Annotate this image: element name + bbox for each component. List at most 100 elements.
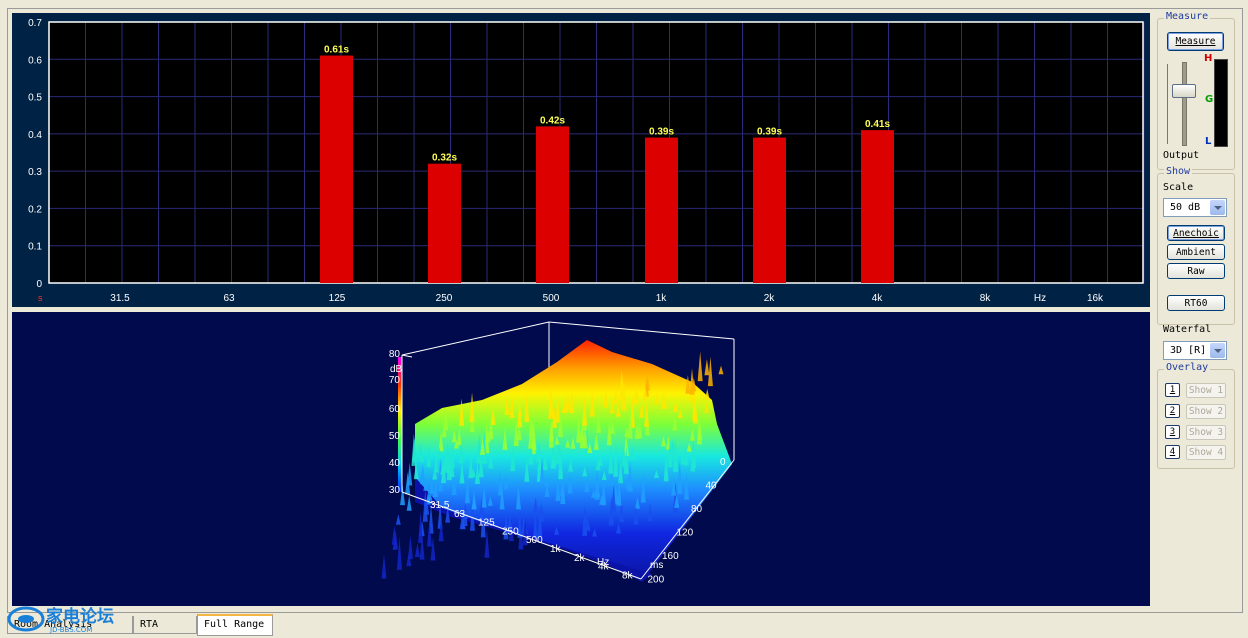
surface-spike — [419, 534, 425, 560]
surface-spike — [480, 503, 486, 538]
x-tick-label: 4k — [872, 293, 884, 304]
rt60-chart: 0 0.1 0.2 0.3 0.4 0.5 0.6 0.7 31.5 63 125 250 500 1k 2… — [28, 18, 1145, 304]
overlay-2-show-button[interactable]: Show 2 — [1186, 404, 1226, 419]
overlay-4-button[interactable]: 4 — [1165, 445, 1180, 459]
surface-spike — [515, 484, 521, 510]
surface-spike — [555, 434, 561, 464]
chevron-down-icon — [1210, 200, 1225, 215]
overlay-1-show-button[interactable]: Show 1 — [1186, 383, 1226, 398]
overlay-1-button[interactable]: 1 — [1165, 383, 1180, 397]
measure-group-title: Measure — [1164, 11, 1211, 22]
surface-spike — [537, 503, 543, 537]
surface-spike — [441, 424, 447, 438]
surface-spike — [633, 506, 639, 525]
level-g-label: G — [1205, 94, 1214, 105]
anechoic-button[interactable]: Anechoic — [1167, 225, 1225, 241]
tab-room-analysis[interactable]: Room Analysis — [7, 616, 133, 634]
surface-spike — [420, 464, 426, 485]
overlay-3-button[interactable]: 3 — [1165, 425, 1180, 439]
surface-spike — [596, 413, 602, 433]
measure-button[interactable]: Measure — [1167, 32, 1224, 51]
ambient-button[interactable]: Ambient — [1167, 244, 1225, 260]
scale-select[interactable]: 50 dB — [1163, 198, 1227, 217]
x-tick-label: 2k — [764, 293, 776, 304]
x-tick-label: 31.5 — [110, 293, 130, 304]
surface-spike — [627, 460, 633, 492]
x-tick-label: 16k — [1087, 293, 1104, 304]
y-tick-label: 0 — [36, 279, 42, 290]
surface-spike — [528, 425, 534, 449]
output-label: Output — [1163, 150, 1200, 161]
surface-spike — [443, 408, 449, 431]
surface-spike — [451, 429, 457, 443]
waterfall-panel: 80 70 60 50 40 30 dB 31.5 63 125 250 500 1k 2k 4k 8k Hz 0… — [12, 312, 1150, 606]
rt60-data-label: 0.32s — [432, 153, 457, 164]
surface-spike — [445, 506, 451, 523]
freq-tick-label: 4k — [598, 562, 610, 573]
surface-spike — [490, 407, 496, 426]
overlay-3-show-button[interactable]: Show 3 — [1186, 425, 1226, 440]
db-tick-label: 30 — [389, 485, 401, 496]
surface-spike — [689, 368, 695, 395]
surface-spike — [688, 389, 694, 402]
tab-rta[interactable]: RTA — [133, 616, 197, 634]
overlay-2-button[interactable]: 2 — [1165, 404, 1180, 418]
surface-spike — [429, 475, 435, 494]
surface-spike — [677, 461, 683, 494]
surface-spike — [634, 496, 640, 509]
surface-spike — [653, 469, 659, 479]
surface-spike — [601, 470, 607, 481]
surface-spike — [644, 373, 650, 391]
level-l-label: L — [1205, 136, 1212, 147]
surface-spike — [560, 478, 566, 505]
surface-spike — [437, 458, 443, 492]
surface-spike — [618, 460, 624, 484]
freq-tick-label: 63 — [454, 509, 466, 520]
tab-full-range[interactable]: Full Range — [197, 614, 273, 636]
scale-value: 50 dB — [1170, 202, 1201, 213]
output-slider-thumb[interactable] — [1172, 84, 1196, 98]
surface-spike — [587, 442, 593, 454]
y-unit-label: s — [38, 293, 43, 303]
surface-spike — [552, 407, 558, 428]
surface-spike — [633, 384, 639, 404]
waterfall-label: Waterfal — [1163, 324, 1212, 335]
surface-spike — [503, 512, 509, 540]
rt60-button[interactable]: RT60 — [1167, 295, 1225, 311]
freq-tick-label: 125 — [478, 518, 495, 529]
surface-spike — [592, 528, 598, 537]
surface-spike — [449, 443, 455, 469]
overlay-4-show-button[interactable]: Show 4 — [1186, 445, 1226, 460]
raw-button[interactable]: Raw — [1167, 263, 1225, 279]
surface-spike — [474, 462, 480, 484]
surface-spike — [685, 375, 691, 394]
surface-spike — [647, 503, 653, 521]
show-group: Show — [1157, 166, 1235, 325]
surface-spike — [565, 439, 571, 448]
y-tick-label: 0.5 — [28, 93, 42, 104]
surface-spike — [609, 399, 615, 414]
db-tick-label: 80 — [389, 349, 401, 360]
surface-spike — [462, 501, 468, 526]
surface-spike — [683, 449, 689, 466]
time-tick-label: 80 — [691, 504, 703, 515]
surface-spike — [497, 472, 503, 496]
surface-spike — [621, 380, 627, 411]
x-tick-label: Hz — [1034, 293, 1046, 304]
x-tick-label: 1k — [656, 293, 668, 304]
surface-spike — [445, 442, 451, 463]
surface-spike — [555, 393, 561, 423]
surface-spike — [689, 428, 695, 441]
surface-spike — [673, 438, 679, 472]
surface-spike — [436, 446, 442, 459]
surface-spike — [696, 410, 702, 445]
plot-frame — [48, 21, 1144, 284]
surface-spike — [453, 440, 459, 449]
surface-spike — [608, 496, 614, 523]
waterfall-select[interactable]: 3D [R] — [1163, 341, 1227, 360]
y-tick-label: 0.6 — [28, 55, 42, 66]
rt60-data-label: 0.42s — [540, 115, 565, 126]
output-slider-track — [1182, 62, 1187, 146]
x-tick-label: 63 — [223, 293, 235, 304]
time-tick-label: 0 — [720, 457, 726, 468]
